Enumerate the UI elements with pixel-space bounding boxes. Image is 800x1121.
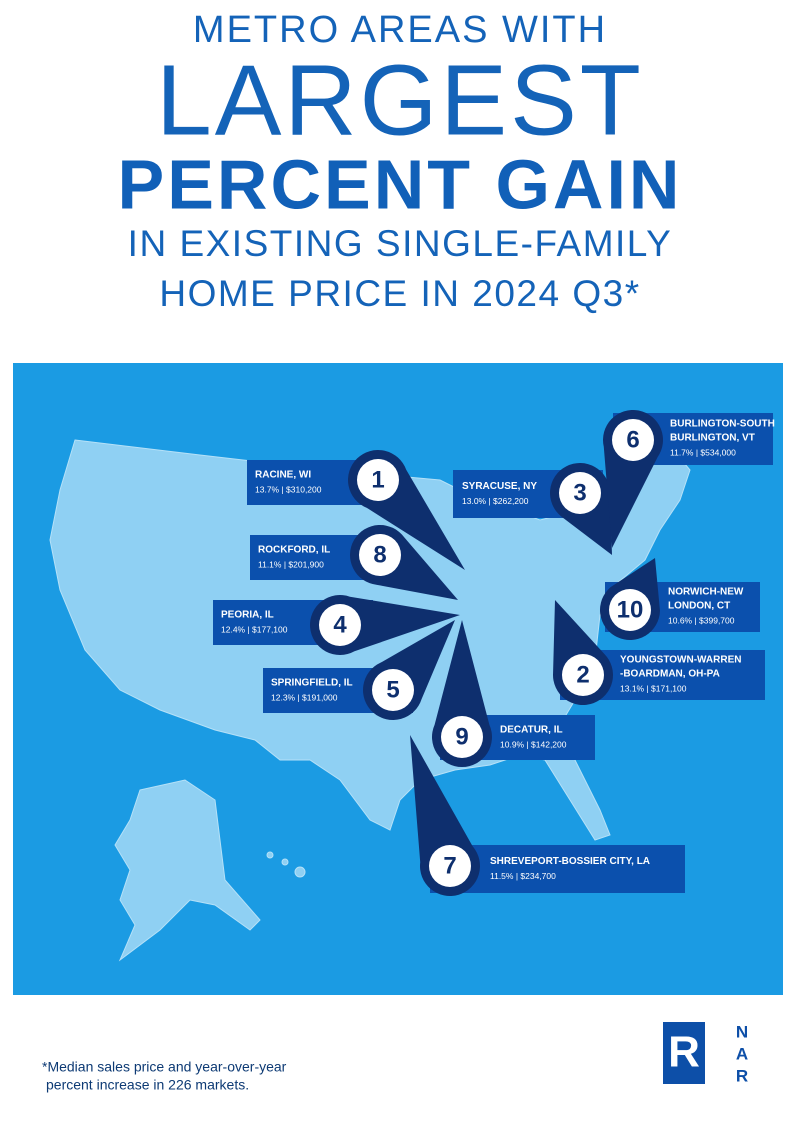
market-stats: 11.7% | $534,000 [670, 447, 736, 457]
logo-letter: N [736, 1022, 748, 1041]
title-line: PERCENT GAIN [118, 145, 683, 223]
market-name: BURLINGTON-SOUTH [670, 419, 775, 430]
market-name: YOUNGSTOWN-WARREN [620, 655, 741, 666]
rank: 7 [443, 852, 456, 879]
pin-face [319, 604, 361, 646]
header: METRO AREAS WITH LARGEST PERCENT GAIN IN… [118, 9, 683, 314]
hawaii [266, 851, 274, 859]
market-stats: 13.1% | $171,100 [620, 683, 687, 693]
rank: 1 [371, 466, 384, 493]
market-name: DECATUR, IL [500, 725, 563, 736]
pin-face [559, 472, 601, 514]
pin-face [612, 419, 654, 461]
footnote-line: *Median sales price and year-over-year [42, 1059, 287, 1075]
logo-letter: A [736, 1044, 748, 1063]
markers: RACINE, WI 13.7% | $310,200 YOUNGSTOWN-WAR… [213, 409, 775, 896]
logo-letter: R [736, 1066, 748, 1085]
pin-face [441, 716, 483, 758]
pins: 1 2 3 4 5 6 7 8 9 10 [310, 409, 663, 896]
market-stats: 10.6% | $399,700 [668, 615, 735, 625]
title-line: IN EXISTING SINGLE-FAMILY [128, 223, 673, 264]
alaska [114, 779, 261, 962]
market-stats: 13.0% | $262,200 [462, 496, 529, 506]
market-name: SHREVEPORT-BOSSIER CITY, LA [490, 856, 650, 867]
market-name: PEORIA, IL [221, 610, 274, 621]
market-stats: 13.7% | $310,200 [255, 484, 322, 494]
footnote-line: percent increase in 226 markets. [46, 1077, 249, 1093]
nar-logo: R N A R [663, 1022, 748, 1085]
title-line: LARGEST [156, 44, 644, 156]
market-name: SPRINGFIELD, IL [271, 678, 353, 689]
rank: 9 [455, 723, 468, 750]
title-line: METRO AREAS WITH [193, 9, 607, 51]
market-stats: 10.9% | $142,200 [500, 739, 567, 749]
footnote: *Median sales price and year-over-year p… [42, 1059, 287, 1093]
rank: 6 [626, 426, 639, 453]
market-name: ROCKFORD, IL [258, 545, 330, 556]
market-name: BURLINGTON, VT [670, 433, 755, 444]
title-line: HOME PRICE IN 2024 Q3* [159, 273, 640, 314]
pin-face [359, 534, 401, 576]
market-stats: 12.3% | $191,000 [271, 692, 338, 702]
rank: 5 [386, 676, 399, 703]
market-name: -BOARDMAN, OH-PA [620, 669, 720, 680]
market-stats: 12.4% | $177,100 [221, 624, 288, 634]
pin-face [372, 669, 414, 711]
pin-face [429, 845, 471, 887]
logo-mark: R [668, 1028, 700, 1077]
market-stats: 11.5% | $234,700 [490, 871, 556, 881]
rank: 8 [373, 541, 386, 568]
logo-box [663, 1022, 705, 1084]
rank: 4 [333, 611, 347, 638]
rank: 10 [617, 596, 644, 623]
rank: 2 [576, 661, 589, 688]
market-name: RACINE, WI [255, 470, 311, 481]
market-name: NORWICH-NEW [668, 587, 744, 598]
rank: 3 [573, 479, 586, 506]
hawaii [281, 858, 289, 866]
pin-face [357, 459, 399, 501]
pin-face [562, 654, 604, 696]
market-name: SYRACUSE, NY [462, 481, 537, 492]
market-stats: 11.1% | $201,900 [258, 559, 324, 569]
pin-face [609, 589, 651, 631]
hawaii [294, 866, 306, 878]
market-name: LONDON, CT [668, 601, 730, 612]
